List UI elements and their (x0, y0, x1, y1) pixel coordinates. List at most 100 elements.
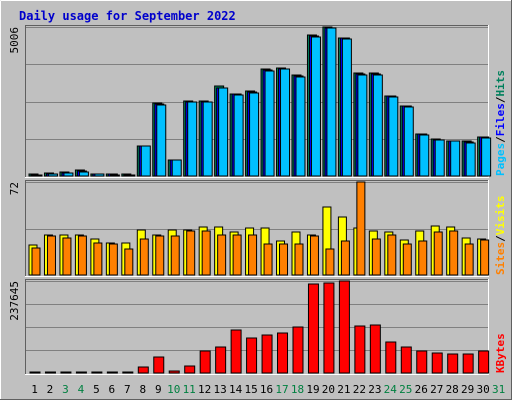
panel-visits-sites: 72 Sites/Visits (8, 180, 507, 277)
x-tick-label: 20 (322, 383, 335, 396)
bar-pages (372, 74, 383, 177)
x-tick-label: 2 (47, 383, 54, 396)
bar-kbytes (75, 371, 87, 374)
bar-kbytes (184, 365, 196, 374)
legend-entry: Sites (494, 242, 507, 275)
bar-pages (295, 76, 306, 177)
bar-kbytes (153, 356, 165, 374)
bar-kbytes (323, 282, 335, 374)
x-tick-label: 15 (244, 383, 257, 396)
bar-pages (63, 172, 74, 177)
x-tick-label: 1 (31, 383, 38, 396)
x-tick-label: 21 (337, 383, 350, 396)
x-tick-label: 26 (415, 383, 428, 396)
bar-kbytes (400, 346, 412, 374)
bar-sites (480, 239, 490, 276)
bar-pages (310, 36, 321, 177)
bar-pages (109, 174, 120, 177)
bar-pages (357, 74, 368, 177)
bar-sites (371, 238, 381, 276)
bar-kbytes (215, 346, 227, 374)
bar-sites (294, 243, 304, 276)
legend: Sites/Visits (494, 196, 507, 276)
legend-entry: / (494, 96, 507, 103)
bar-sites (309, 235, 319, 276)
bar-kbytes (60, 371, 72, 374)
bar-kbytes (431, 352, 443, 374)
bar-sites (418, 240, 428, 276)
x-tick-label: 29 (461, 383, 474, 396)
bar-pages (264, 70, 275, 177)
x-tick-label: 17 (275, 383, 288, 396)
x-tick-label: 7 (124, 383, 131, 396)
bar-kbytes (462, 353, 474, 374)
bar-sites (433, 231, 443, 276)
bar-kbytes (91, 371, 103, 374)
bar-kbytes (338, 280, 350, 374)
bar-pages (78, 171, 89, 177)
bar-pages (419, 134, 430, 177)
bar-sites (340, 240, 350, 276)
panel-hits-files-pages: 5006 Pages/Files/Hits (8, 25, 507, 178)
legend: Pages/Files/Hits (494, 70, 507, 176)
x-tick-label: 12 (198, 383, 211, 396)
bar-kbytes (416, 350, 428, 374)
x-tick-label: 10 (167, 383, 180, 396)
bar-pages (171, 159, 182, 177)
x-tick-label: 11 (183, 383, 196, 396)
bar-sites (263, 243, 273, 276)
bar-sites (232, 234, 242, 276)
bar-pages (481, 137, 492, 177)
bar-kbytes (230, 329, 242, 374)
bar-pages (94, 173, 105, 177)
bar-kbytes (168, 370, 180, 374)
bar-sites (325, 248, 335, 276)
legend-entry: / (494, 235, 507, 242)
x-tick-label: 13 (214, 383, 227, 396)
y-axis-max-label: 72 (8, 182, 21, 195)
bar-kbytes (385, 341, 397, 374)
bar-pages (125, 174, 136, 177)
bar-pages (233, 94, 244, 177)
bar-kbytes (106, 371, 118, 374)
bar-sites (62, 237, 72, 276)
y-axis-max-label: 5006 (8, 27, 21, 54)
legend-entry: Visits (494, 196, 507, 236)
legend-entry: / (494, 136, 507, 143)
bar-pages (47, 173, 58, 177)
bar-kbytes (122, 371, 134, 374)
x-axis-labels: 1 2 3 4 5 6 7 8 9 10 11 12 13 14 15 16 17 18 19 20 21 22 23 24 2… (31, 383, 505, 396)
x-tick-label: 16 (260, 383, 273, 396)
x-tick-label: 22 (353, 383, 366, 396)
x-tick-label: 5 (93, 383, 100, 396)
x-tick-label: 14 (229, 383, 243, 396)
bar-sites (217, 234, 227, 276)
legend-entry: Hits (494, 70, 507, 97)
x-tick-label: 19 (306, 383, 319, 396)
x-tick-label: 25 (399, 383, 412, 396)
bar-sites (46, 235, 56, 276)
bar-pages (32, 174, 43, 177)
x-tick-label: 24 (384, 383, 398, 396)
bar-pages (218, 87, 229, 177)
x-tick-label: 28 (446, 383, 459, 396)
x-tick-label: 27 (430, 383, 443, 396)
x-tick-label: 30 (477, 383, 490, 396)
x-tick-label: 4 (78, 383, 85, 396)
bar-sites (279, 243, 289, 276)
x-tick-label: 31 (492, 383, 505, 396)
bar-pages (187, 101, 198, 177)
bar-sites (464, 243, 474, 276)
bar-pages (450, 140, 461, 177)
bar-sites (387, 234, 397, 276)
bar-kbytes (292, 326, 304, 374)
bar-pages (140, 145, 151, 177)
bar-kbytes (447, 353, 459, 374)
chart-panels: 5006Pages/Files/Hits72Sites/Visits237645… (8, 25, 507, 375)
bar-kbytes (137, 366, 149, 374)
bar-sites (248, 234, 258, 276)
x-tick-label: 23 (368, 383, 381, 396)
x-tick-label: 3 (62, 383, 69, 396)
legend-entry: KBytes (494, 333, 507, 373)
